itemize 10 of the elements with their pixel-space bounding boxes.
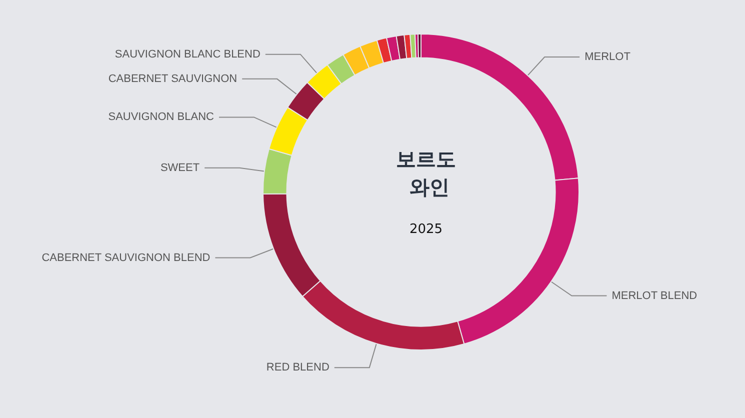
slice-label: MERLOT: [584, 51, 631, 64]
slice-label: SAUVIGNON BLANC BLEND: [114, 48, 260, 60]
text: 2025: [409, 222, 443, 237]
slice-label: RED BLEND: [266, 362, 330, 374]
slice-label: CABERNET SAUVIGNON: [108, 72, 238, 85]
slice-label: SAUVIGNON BLANC: [108, 111, 214, 124]
slice-label: MERLOT BLEND: [612, 290, 698, 302]
slice-label: SWEET: [160, 162, 200, 174]
slice-label: CABERNET SAUVIGNON BLEND: [42, 252, 210, 264]
text: 보르도 와인: [396, 147, 456, 199]
